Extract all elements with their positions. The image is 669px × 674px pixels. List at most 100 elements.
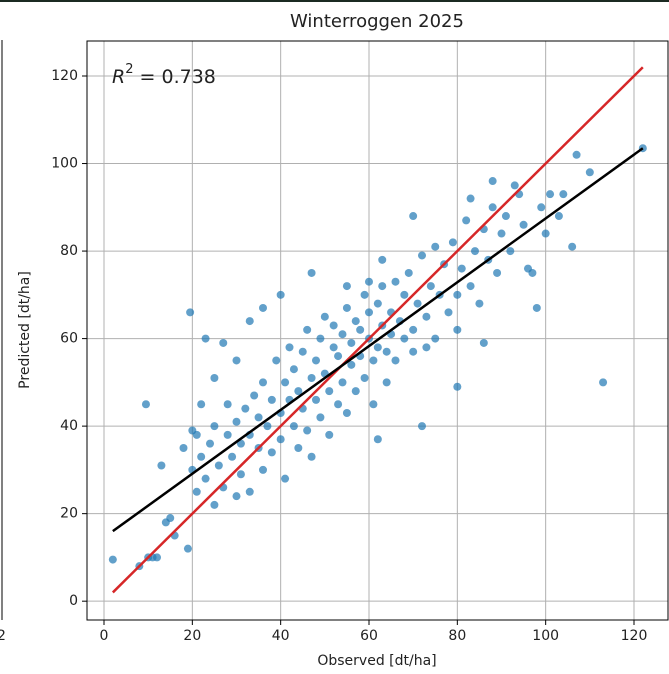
scatter-point [316,413,325,422]
scatter-point [186,308,195,317]
scatter-point [342,303,351,312]
scatter-point [307,268,316,277]
scatter-point [506,247,515,256]
scatter-point [108,555,117,564]
y-tick-label: 100 [51,156,78,172]
scatter-point [250,391,259,400]
scatter-point [568,242,577,251]
scatter-point [294,387,303,396]
scatter-point [320,312,329,321]
y-tick-label: 0 [69,593,78,609]
scatter-point [232,492,241,501]
scatter-point [245,487,254,496]
scatter-point [409,212,418,221]
scatter-point [179,444,188,453]
scatter-point [259,303,268,312]
scatter-point [307,452,316,461]
scatter-point [404,268,413,277]
scatter-point [409,325,418,334]
x-tick-label: 20 [183,628,201,644]
scatter-point [501,212,510,221]
scatter-point [223,430,232,439]
scatter-point [303,426,312,435]
scatter-point [572,150,581,159]
scatter-point [470,247,479,256]
scatter-point [281,378,290,387]
scatter-point [329,343,338,352]
scatter-point [342,408,351,417]
scatter-point [232,417,241,426]
scatter-point [382,347,391,356]
scatter-point [431,334,440,343]
scatter-point [228,452,237,461]
scatter-point [479,338,488,347]
scatter-point [272,356,281,365]
scatter-point [453,290,462,299]
scatter-point [298,347,307,356]
scatter-point [431,242,440,251]
r2-value: = 0.738 [133,66,215,88]
scatter-point [493,268,502,277]
r2-annotation: R2 = 0.738 [112,62,216,88]
x-axis-label: Observed [dt/ha] [317,653,436,669]
scatter-point [519,220,528,229]
scatter-point [400,334,409,343]
scatter-point [448,238,457,247]
scatter-point [356,325,365,334]
scatter-point [303,325,312,334]
scatter-point [285,343,294,352]
scatter-point [210,373,219,382]
x-tick-label: 80 [448,628,466,644]
scatter-point [391,356,400,365]
scatter-point [329,321,338,330]
y-axis-label: Predicted [dt/ha] [17,271,33,389]
scatter-point [426,282,435,291]
scatter-point [417,422,426,431]
y-tick-label: 60 [60,331,78,347]
scatter-point [325,430,334,439]
scatter-point [334,352,343,361]
scatter-point [259,465,268,474]
scatter-point [236,470,245,479]
scatter-point [400,290,409,299]
scatter-point [475,299,484,308]
scatter-point [241,404,250,413]
scatter-point [369,400,378,409]
y-tick-label: 20 [60,506,78,522]
scatter-point [294,444,303,453]
scatter-point [351,317,360,326]
y-tick-label: 40 [60,418,78,434]
scatter-point [532,303,541,312]
scatter-point [201,474,210,483]
scatter-point [219,338,228,347]
scatter-point [497,229,506,238]
scatter-point [422,312,431,321]
scatter-point [311,356,320,365]
scatter-point [537,203,546,212]
scatter-point [236,439,245,448]
scatter-point [311,395,320,404]
scatter-point [546,190,555,199]
scatter-point [210,500,219,509]
x-tick-label: 0 [100,628,109,644]
scatter-point [457,264,466,273]
scatter-point [153,553,162,562]
scatter-point [197,400,206,409]
r2-var: R [112,66,125,88]
y-tick-label: 80 [60,243,78,259]
fit-line [112,147,644,533]
scatter-point [192,487,201,496]
scatter-point [585,168,594,177]
scatter-point [360,373,369,382]
neighbor-tick-label: 2 [0,628,6,644]
scatter-point [466,282,475,291]
scatter-point [214,461,223,470]
scatter-point [351,387,360,396]
scatter-point [373,435,382,444]
scatter-point [166,514,175,523]
scatter-point [267,448,276,457]
scatter-point [378,255,387,264]
scatter-point [488,177,497,186]
scatter-point [183,544,192,553]
